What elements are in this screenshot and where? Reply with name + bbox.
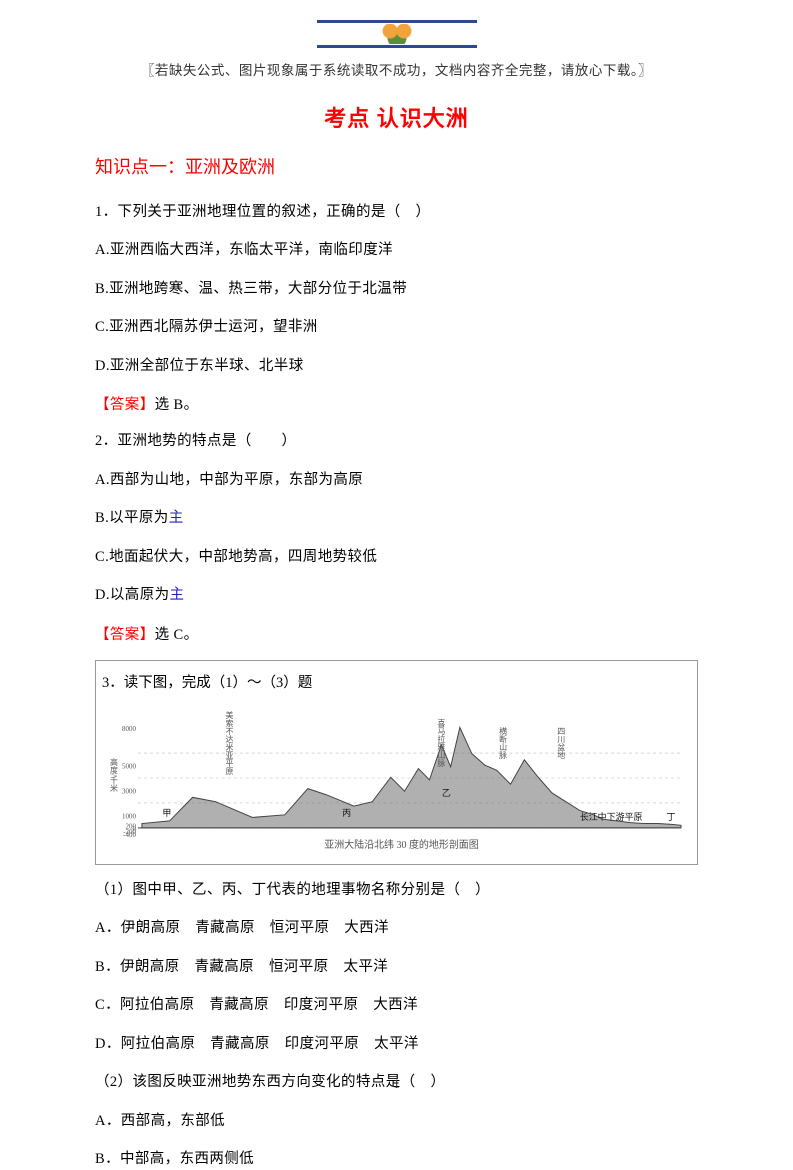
q3-s2a: A．西部高，东部低 (95, 1110, 698, 1132)
q2-b-blue: 主 (169, 510, 184, 526)
terrain-profile-chart: 80005000300010002000-200-400高度/千米美索不达米亚平… (102, 698, 691, 858)
answer-label-2: 【答案】 (95, 627, 155, 643)
svg-text:四川盆地: 四川盆地 (557, 727, 566, 759)
q2-stem: 2．亚洲地势的特点是（ ） (95, 430, 698, 452)
q2-option-c: C.地面起伏大，中部地势高，四周地势较低 (95, 546, 698, 568)
q1-answer: 【答案】选 B。 (95, 393, 698, 414)
q2-option-b: B.以平原为主 (95, 507, 698, 529)
q2-option-a: A.西部为山地，中部为平原，东部为高原 (95, 469, 698, 491)
q3-s1d: D．阿拉伯高原 青藏高原 印度河平原 太平洋 (95, 1033, 698, 1055)
q2-answer: 【答案】选 C。 (95, 623, 698, 644)
q1-stem: 1．下列关于亚洲地理位置的叙述，正确的是（ ） (95, 201, 698, 223)
header-logo (95, 20, 698, 53)
section-heading: 知识点一：亚洲及欧洲 (95, 153, 698, 179)
answer-value: 选 B。 (155, 397, 199, 413)
svg-text:8000: 8000 (122, 725, 136, 733)
q1-option-c: C.亚洲西北隔苏伊士运河，望非洲 (95, 316, 698, 338)
q1-option-b: B.亚洲地跨寒、温、热三带，大部分位于北温带 (95, 278, 698, 300)
q2-b-text: B.以平原为 (95, 510, 169, 526)
svg-text:长江中下游平原: 长江中下游平原 (580, 811, 643, 822)
q3-s1c: C．阿拉伯高原 青藏高原 印度河平原 大西洋 (95, 994, 698, 1016)
answer-value-2: 选 C。 (155, 627, 199, 643)
q2-d-text: D.以高原为 (95, 587, 170, 603)
svg-text:丁: 丁 (667, 812, 676, 822)
q1-option-a: A.亚洲西临大西洋，东临太平洋，南临印度洋 (95, 239, 698, 261)
svg-text:高度/千米: 高度/千米 (109, 757, 118, 793)
figure-container: 3．读下图，完成（1）～（3）题 80005000300010002000-20… (95, 660, 698, 865)
svg-text:甲: 甲 (162, 808, 171, 818)
svg-text:喜马拉雅山脉: 喜马拉雅山脉 (437, 718, 446, 767)
svg-text:1000: 1000 (122, 812, 136, 820)
svg-text:乙: 乙 (442, 788, 451, 798)
notice-text: 〖若缺失公式、图片现象属于系统读取不成功，文档内容齐全完整，请放心下载。〗 (95, 59, 698, 79)
q3-s1b: B．伊朗高原 青藏高原 恒河平原 太平洋 (95, 956, 698, 978)
page-number: 1 (0, 1076, 793, 1092)
main-title: 考点 认识大洲 (95, 101, 698, 133)
answer-label: 【答案】 (95, 397, 155, 413)
q3-s2b: B．中部高，东西两侧低 (95, 1148, 698, 1170)
svg-text:美索不达米亚平原: 美索不达米亚平原 (225, 710, 234, 775)
q3-sub1: （1）图中甲、乙、丙、丁代表的地理事物名称分别是（ ） (95, 879, 698, 901)
svg-text:亚洲大陆沿北纬 30 度的地形剖面图: 亚洲大陆沿北纬 30 度的地形剖面图 (324, 838, 479, 851)
q3-stem: 3．读下图，完成（1）～（3）题 (102, 671, 691, 692)
svg-text:5000: 5000 (122, 762, 136, 770)
svg-text:3000: 3000 (122, 787, 136, 795)
q1-option-d: D.亚洲全部位于东半球、北半球 (95, 355, 698, 377)
q2-option-d: D.以高原为主 (95, 584, 698, 606)
svg-text:丙: 丙 (342, 808, 351, 818)
svg-text:横断山脉: 横断山脉 (499, 726, 508, 759)
q3-s1a: A．伊朗高原 青藏高原 恒河平原 大西洋 (95, 917, 698, 939)
svg-text:-400: -400 (123, 831, 136, 839)
q2-d-blue: 主 (170, 587, 185, 603)
